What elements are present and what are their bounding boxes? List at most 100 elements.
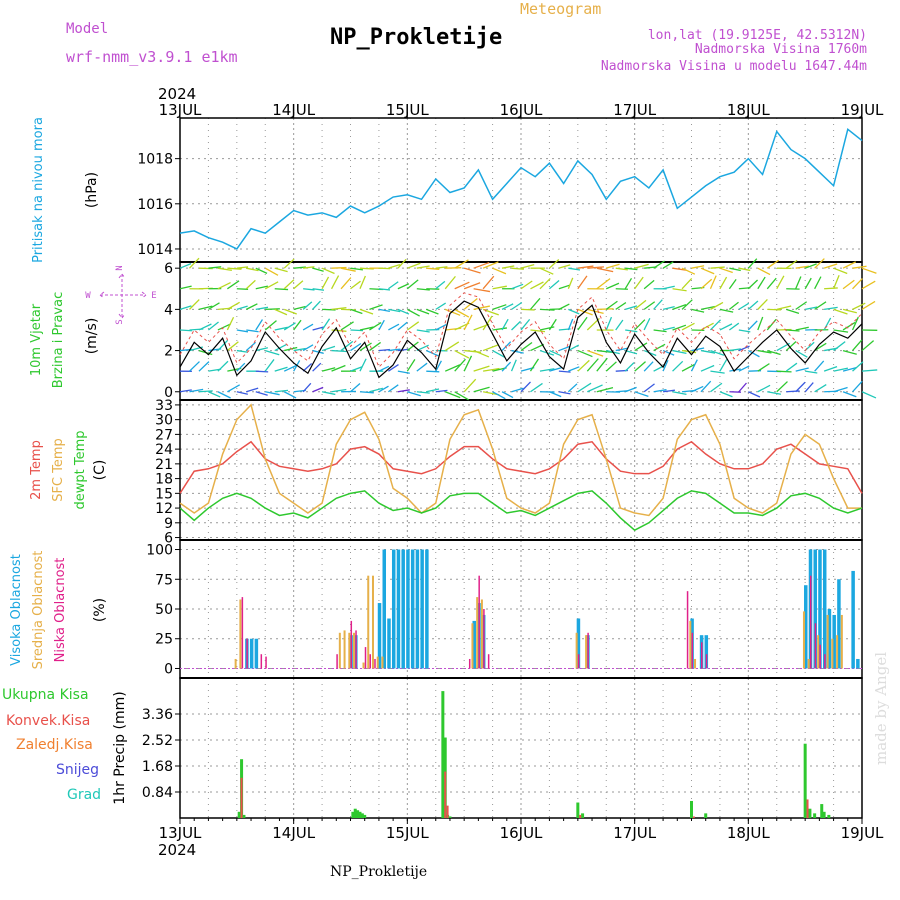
y-tick-label: 21 — [155, 457, 173, 473]
wind-barb — [265, 308, 280, 311]
panel-pressure: 1014 1016 1018 — [137, 117, 863, 263]
y-tick-label: 9 — [164, 516, 173, 532]
wind-barb — [861, 369, 878, 372]
wind-barb — [293, 266, 306, 269]
wind-barb — [321, 367, 336, 372]
precip-total-bar — [827, 814, 831, 818]
wind-barb — [245, 279, 256, 290]
wind-barb — [624, 386, 637, 393]
wind-barb — [283, 391, 297, 399]
cloud-low-bar — [824, 654, 826, 669]
wind-barb — [738, 382, 747, 393]
cloud-mid-bar — [585, 635, 588, 669]
wind-barb — [501, 265, 515, 269]
cloud-low-bar — [686, 591, 689, 669]
wind-barb — [482, 275, 495, 290]
wind-barb — [643, 301, 656, 310]
wind-barb — [681, 267, 696, 275]
wind-barb — [548, 259, 560, 269]
wind-barb — [473, 386, 490, 393]
wind-barb — [426, 370, 440, 373]
cloud-mid-bar — [234, 658, 237, 669]
wind-barb — [369, 387, 384, 393]
model-name: wrf-nmm_v3.9.1 e1km — [66, 48, 238, 66]
wind-barb — [852, 302, 866, 310]
wind-barb — [587, 349, 604, 357]
wind-barb — [625, 329, 638, 333]
wind-barb — [179, 389, 192, 393]
wind-barb — [217, 391, 231, 399]
cloud-low-bar — [809, 575, 812, 669]
wind-barb — [549, 391, 562, 398]
wind-barb — [643, 349, 657, 357]
wind-barb — [501, 361, 512, 372]
wind-barb — [416, 308, 430, 315]
wind-barb — [350, 280, 361, 290]
wind-barb — [719, 323, 733, 331]
cloud-mid-bar — [362, 662, 365, 669]
wind-barb — [283, 279, 295, 290]
panel-wind: 0 2 4 6 — [164, 261, 863, 401]
cloud-mid-bar — [807, 658, 810, 669]
wind-barb — [795, 265, 809, 269]
wind-barb — [709, 319, 721, 331]
wind-barb — [406, 321, 420, 331]
wind-barb — [568, 267, 581, 271]
wind-barb — [767, 349, 781, 356]
wind-barb — [861, 340, 875, 352]
wind-barb — [624, 362, 635, 372]
wind-barb — [643, 383, 655, 393]
wind-barb — [757, 298, 768, 310]
date-label-bottom: 15JUL — [386, 824, 429, 842]
wind-barb — [331, 364, 346, 372]
wind-barb — [757, 384, 771, 393]
wind-barb — [208, 321, 219, 331]
wind-barb — [785, 362, 798, 372]
wind-barb — [397, 389, 410, 393]
wind-barb — [208, 391, 221, 398]
top-year: 2024 — [158, 85, 196, 103]
wind-barb — [444, 308, 461, 316]
wind-barb — [785, 341, 797, 352]
wind-barb — [577, 359, 590, 372]
wind-barb — [529, 358, 540, 372]
wind-barb — [284, 346, 298, 352]
wind-barb — [302, 301, 313, 310]
wind-barb — [454, 308, 470, 318]
wind-barb — [833, 341, 846, 352]
wind-barb — [795, 276, 802, 290]
date-label-top: 14JUL — [272, 101, 315, 119]
wind-barb — [435, 360, 442, 372]
wind-barb — [852, 339, 863, 351]
precip-legend-4: Snijeg — [56, 762, 99, 778]
wind-barb — [482, 315, 493, 331]
y-tick-label: 0 — [164, 385, 173, 401]
y-tick-label: 27 — [155, 427, 173, 443]
wind-barb — [606, 263, 620, 269]
wind-barb — [700, 380, 712, 393]
wind-barb — [842, 308, 857, 314]
precip-total-bar — [581, 813, 585, 818]
precip-conv-bar — [240, 777, 243, 818]
wind-barb — [814, 383, 827, 393]
wind-barb — [397, 321, 408, 331]
wind-barb — [454, 259, 469, 269]
wind-barb — [501, 341, 512, 352]
wind-barb — [322, 308, 336, 311]
wind-barb — [283, 322, 296, 331]
date-label-top: 17JUL — [613, 101, 656, 119]
wind-barb — [378, 348, 391, 352]
wind-barb — [747, 320, 758, 331]
precip-conv-bar — [692, 816, 695, 818]
cloud-axis-label-3: Niska Oblacnost — [53, 558, 68, 663]
wind-barb — [653, 299, 663, 310]
y-tick-label: 30 — [155, 413, 173, 429]
cloud-high-bar — [832, 614, 836, 669]
cloud-low-bar — [350, 620, 353, 669]
wind-barb — [615, 347, 628, 352]
wind-barb — [700, 267, 715, 275]
wind-barb — [293, 347, 306, 352]
wind-barb — [795, 381, 806, 393]
